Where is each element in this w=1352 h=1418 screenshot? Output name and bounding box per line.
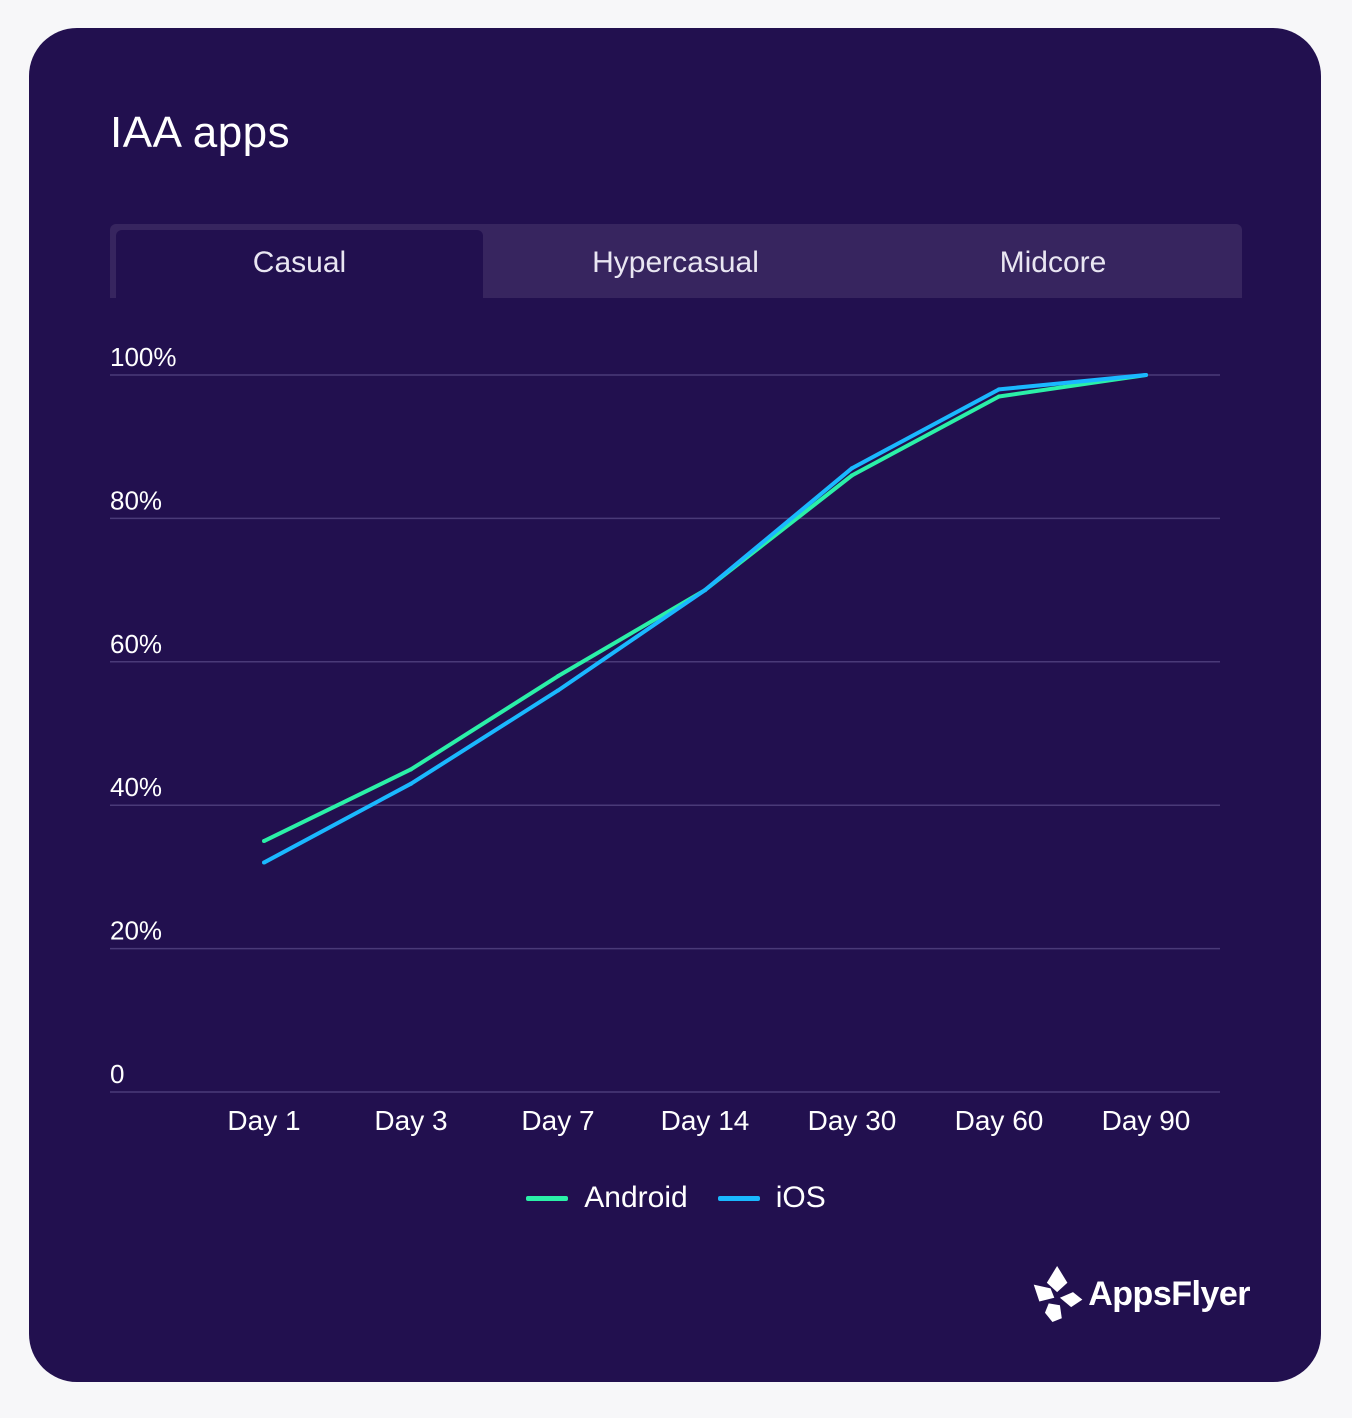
chart-title: IAA apps — [110, 108, 291, 157]
data-point-ios — [262, 860, 266, 865]
data-point-ios — [850, 466, 854, 471]
data-point-ios — [409, 781, 413, 786]
x-tick-label: Day 7 — [521, 1105, 594, 1136]
tab-hypercasual[interactable]: Hypercasual — [592, 246, 759, 279]
y-tick-label: 0 — [110, 1059, 124, 1089]
data-point-android — [409, 767, 413, 772]
series-line-ios — [263, 373, 1147, 865]
data-point-ios — [556, 688, 560, 693]
data-point-android — [262, 839, 266, 844]
y-tick-label: 40% — [110, 772, 162, 802]
tab-midcore[interactable]: Midcore — [999, 246, 1107, 279]
data-point-android — [556, 674, 560, 679]
x-tick-label: Day 1 — [227, 1105, 300, 1136]
y-tick-label: 100% — [110, 342, 177, 372]
appsflyer-logo-icon — [1033, 1265, 1083, 1323]
legend-label-android: Android — [584, 1181, 688, 1214]
x-axis-ticks: Day 1 Day 3 Day 7 Day 14 Day 30 Day 60 Day 90 — [227, 1105, 1190, 1136]
legend-swatch-android — [526, 1195, 569, 1201]
data-point-ios — [997, 387, 1001, 392]
x-tick-label: Day 3 — [374, 1105, 447, 1136]
appsflyer-logo: AppsFlyer — [1030, 1262, 1250, 1326]
y-tick-label: 60% — [110, 629, 162, 659]
series-lines — [262, 373, 1148, 865]
x-tick-label: Day 60 — [955, 1105, 1044, 1136]
x-tick-label: Day 14 — [661, 1105, 750, 1136]
data-point-android — [997, 394, 1001, 399]
grid-lines — [110, 374, 1220, 1093]
series-line-android — [263, 373, 1147, 843]
category-tabs: Casual Hypercasual Midcore — [110, 224, 1242, 298]
data-point-ios — [703, 588, 707, 593]
logo-text: AppsFlyer — [1088, 1274, 1250, 1313]
x-tick-label: Day 90 — [1102, 1105, 1191, 1136]
legend-item-ios[interactable]: iOS — [717, 1181, 826, 1215]
legend-item-android[interactable]: Android — [526, 1181, 688, 1215]
y-tick-label: 20% — [110, 916, 162, 946]
chart-legend: Android iOS — [0, 1178, 1352, 1218]
y-tick-label: 80% — [110, 485, 162, 515]
legend-label-ios: iOS — [775, 1181, 826, 1214]
tab-casual[interactable]: Casual — [116, 230, 483, 298]
data-point-android — [850, 473, 854, 478]
x-tick-label: Day 30 — [808, 1105, 897, 1136]
y-axis-ticks: 0 20% 40% 60% 80% 100% — [110, 342, 177, 1089]
data-point-ios — [1144, 373, 1148, 377]
legend-swatch-ios — [717, 1195, 760, 1201]
